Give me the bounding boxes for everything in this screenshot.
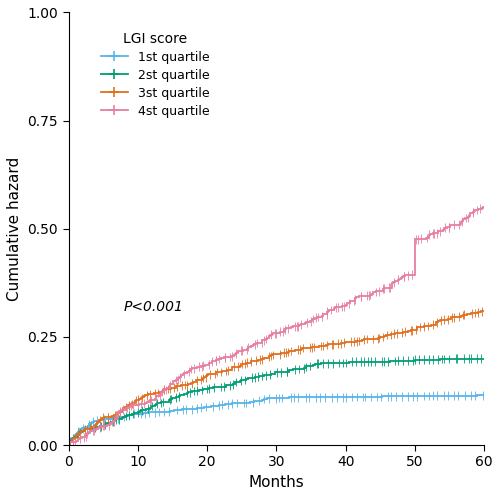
Y-axis label: Cumulative hazard: Cumulative hazard bbox=[7, 157, 22, 301]
X-axis label: Months: Months bbox=[248, 475, 304, 490]
Text: P<0.001: P<0.001 bbox=[124, 300, 184, 314]
Legend: 1st quartile, 2st quartile, 3st quartile, 4st quartile: 1st quartile, 2st quartile, 3st quartile… bbox=[96, 27, 215, 123]
